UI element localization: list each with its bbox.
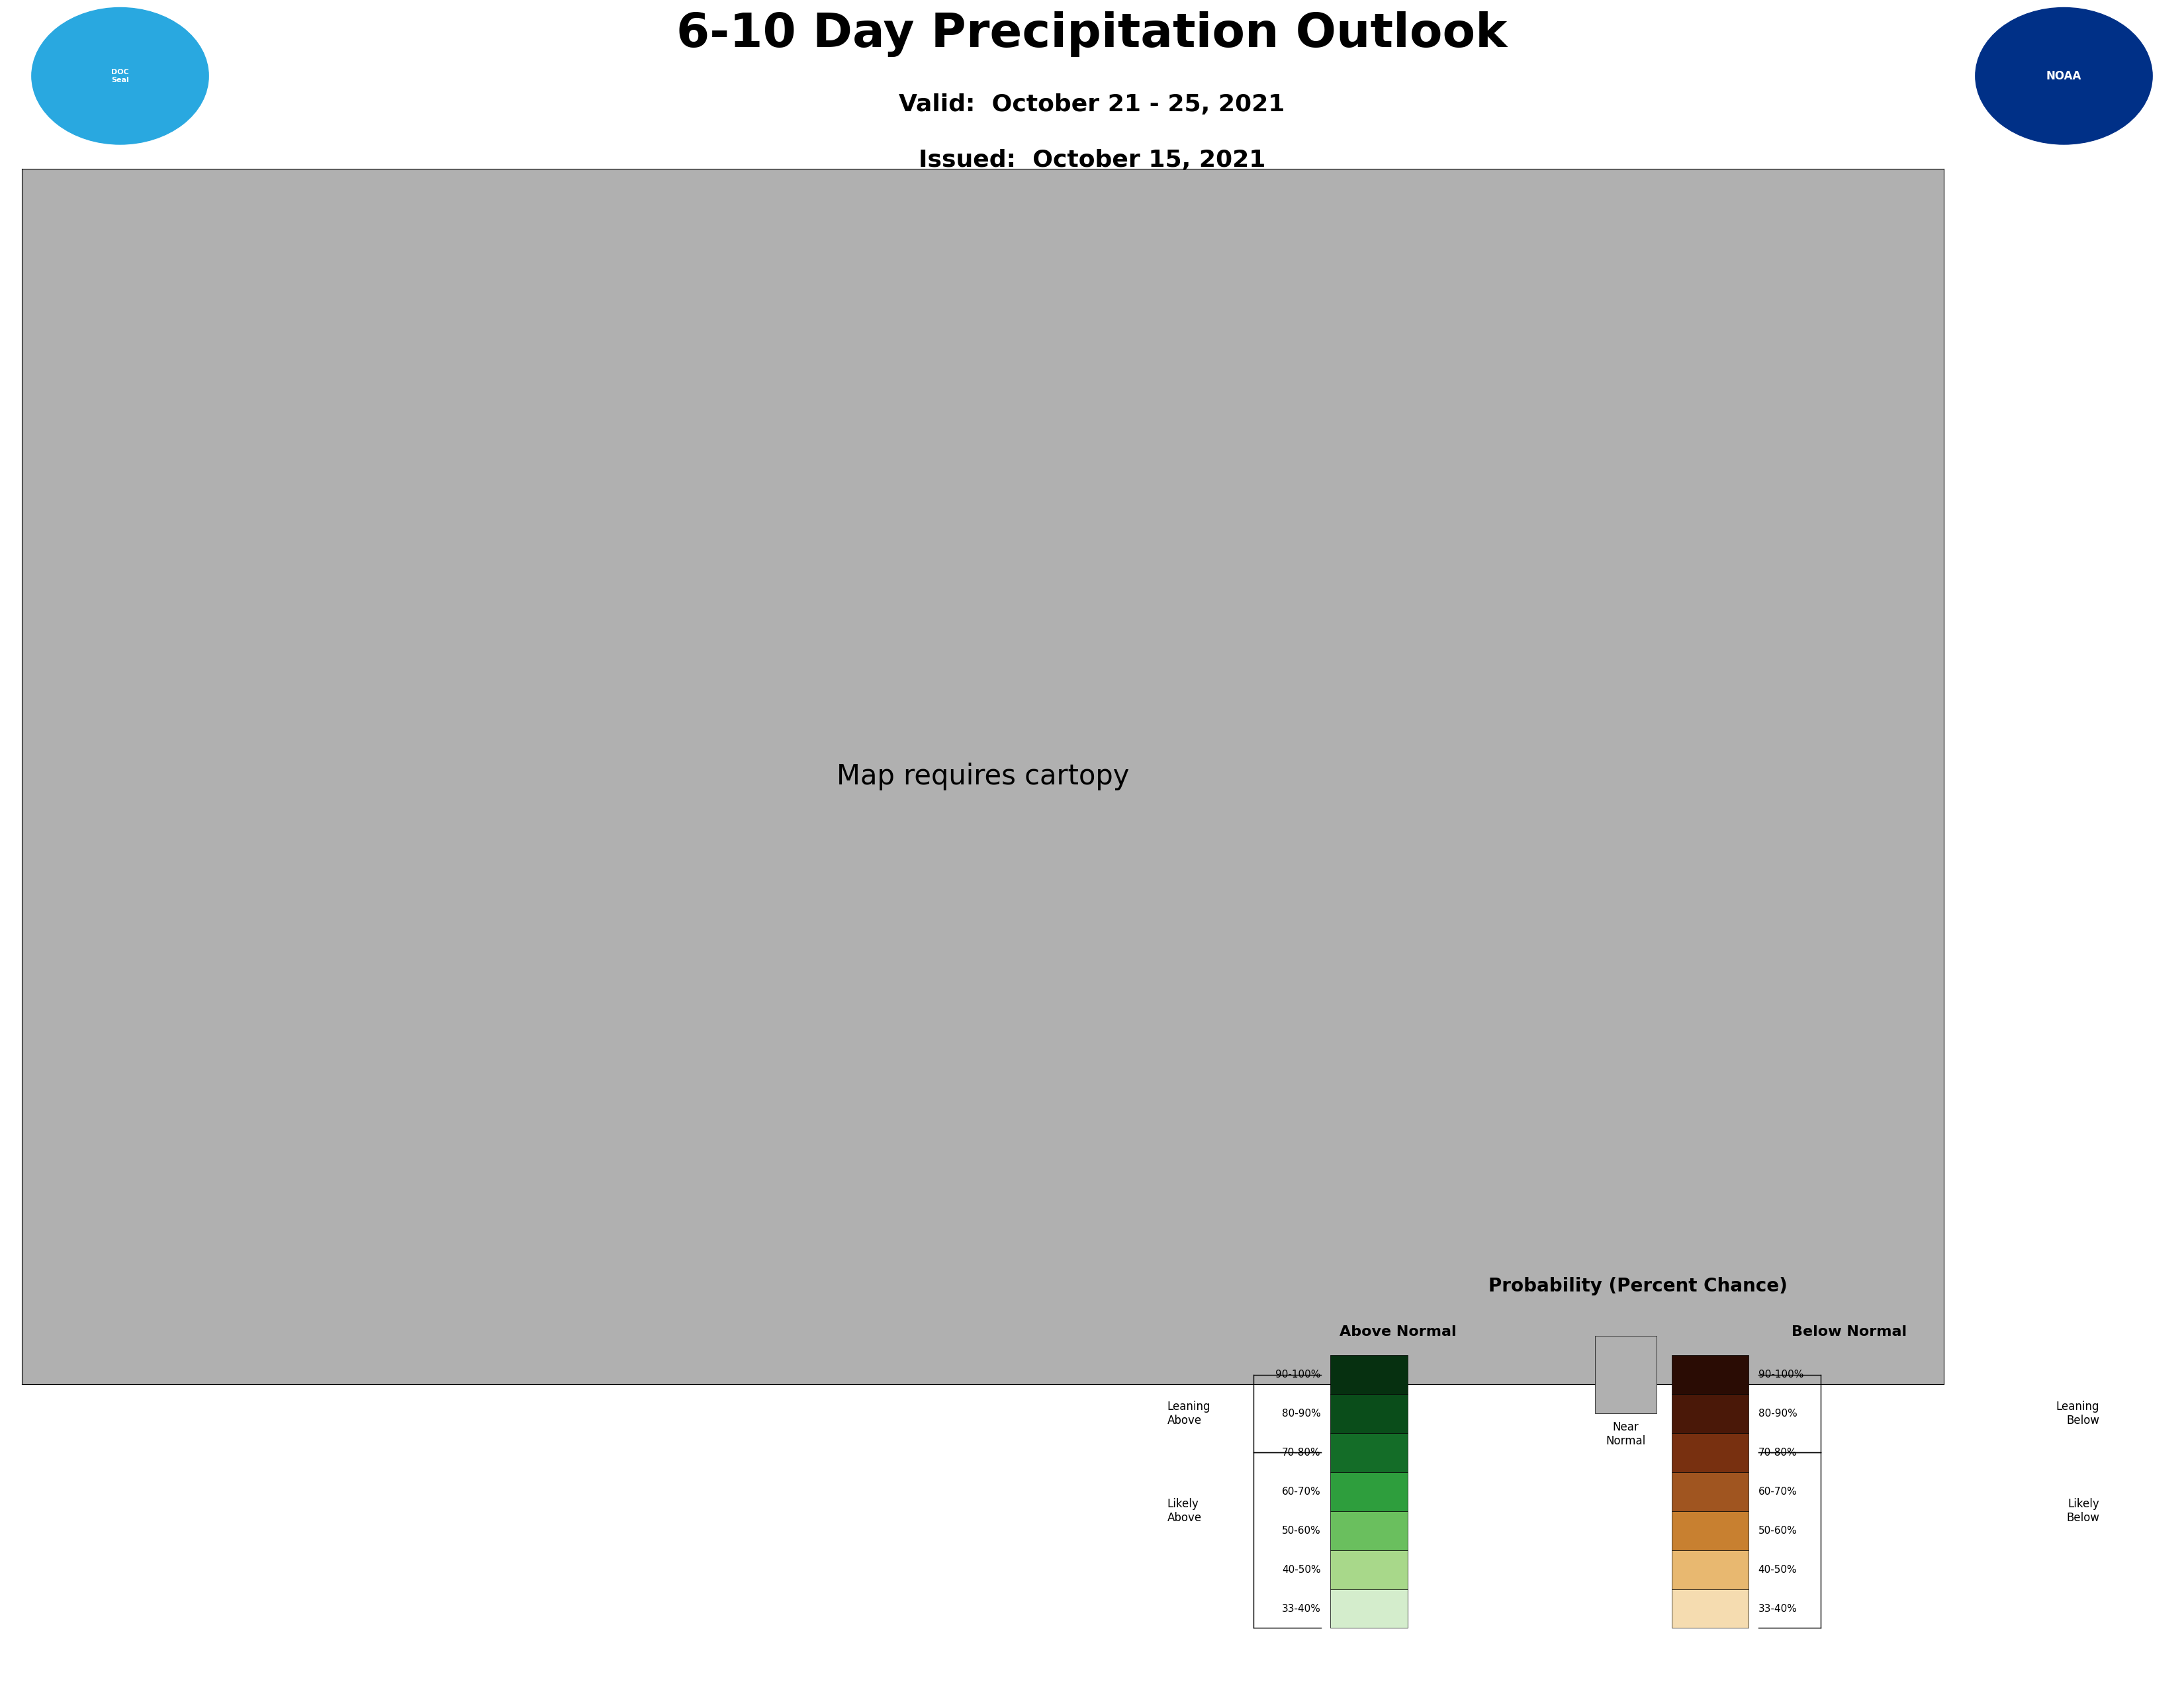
Text: 70-80%: 70-80%	[1282, 1448, 1321, 1457]
Text: 40-50%: 40-50%	[1282, 1565, 1321, 1575]
Bar	[1330, 1588, 1406, 1627]
Text: Issued:  October 15, 2021: Issued: October 15, 2021	[919, 149, 1265, 172]
Circle shape	[1974, 8, 2153, 145]
Text: Map requires cartopy: Map requires cartopy	[836, 763, 1129, 790]
Text: 90-100%: 90-100%	[1275, 1369, 1321, 1379]
Bar	[1671, 1588, 1749, 1627]
Text: 60-70%: 60-70%	[1282, 1487, 1321, 1497]
Text: Probability (Percent Chance): Probability (Percent Chance)	[1489, 1278, 1787, 1296]
Text: 90-100%: 90-100%	[1758, 1369, 1804, 1379]
Bar	[1671, 1433, 1749, 1472]
Text: Leaning
Above: Leaning Above	[1166, 1401, 1210, 1426]
Text: 80-90%: 80-90%	[1282, 1409, 1321, 1418]
Bar	[1330, 1433, 1406, 1472]
Bar	[1671, 1550, 1749, 1588]
Bar	[1330, 1355, 1406, 1394]
Bar	[1330, 1550, 1406, 1588]
Text: Below Normal: Below Normal	[1791, 1325, 1907, 1339]
Text: Likely
Below: Likely Below	[2066, 1499, 2099, 1524]
Text: 80-90%: 80-90%	[1758, 1409, 1797, 1418]
Bar	[1594, 1335, 1655, 1413]
Bar	[1330, 1472, 1406, 1511]
Text: 60-70%: 60-70%	[1758, 1487, 1797, 1497]
Bar	[1671, 1472, 1749, 1511]
Text: Valid:  October 21 - 25, 2021: Valid: October 21 - 25, 2021	[900, 93, 1284, 116]
Text: 40-50%: 40-50%	[1758, 1565, 1797, 1575]
Circle shape	[31, 8, 207, 145]
Text: DOC
Seal: DOC Seal	[111, 69, 129, 83]
Text: 6-10 Day Precipitation Outlook: 6-10 Day Precipitation Outlook	[677, 10, 1507, 57]
Bar	[1330, 1511, 1406, 1550]
Text: NOAA: NOAA	[2046, 69, 2081, 83]
Bar	[1671, 1355, 1749, 1394]
Text: 70-80%: 70-80%	[1758, 1448, 1797, 1457]
Text: 33-40%: 33-40%	[1758, 1604, 1797, 1614]
Bar	[1671, 1511, 1749, 1550]
Text: 33-40%: 33-40%	[1282, 1604, 1321, 1614]
Bar	[1330, 1394, 1406, 1433]
Text: Above Normal: Above Normal	[1339, 1325, 1457, 1339]
Text: 50-60%: 50-60%	[1758, 1526, 1797, 1536]
Text: 50-60%: 50-60%	[1282, 1526, 1321, 1536]
Text: Leaning
Below: Leaning Below	[2055, 1401, 2099, 1426]
Text: Likely
Above: Likely Above	[1166, 1499, 1201, 1524]
Bar	[1671, 1394, 1749, 1433]
Text: Near
Normal: Near Normal	[1605, 1421, 1645, 1447]
